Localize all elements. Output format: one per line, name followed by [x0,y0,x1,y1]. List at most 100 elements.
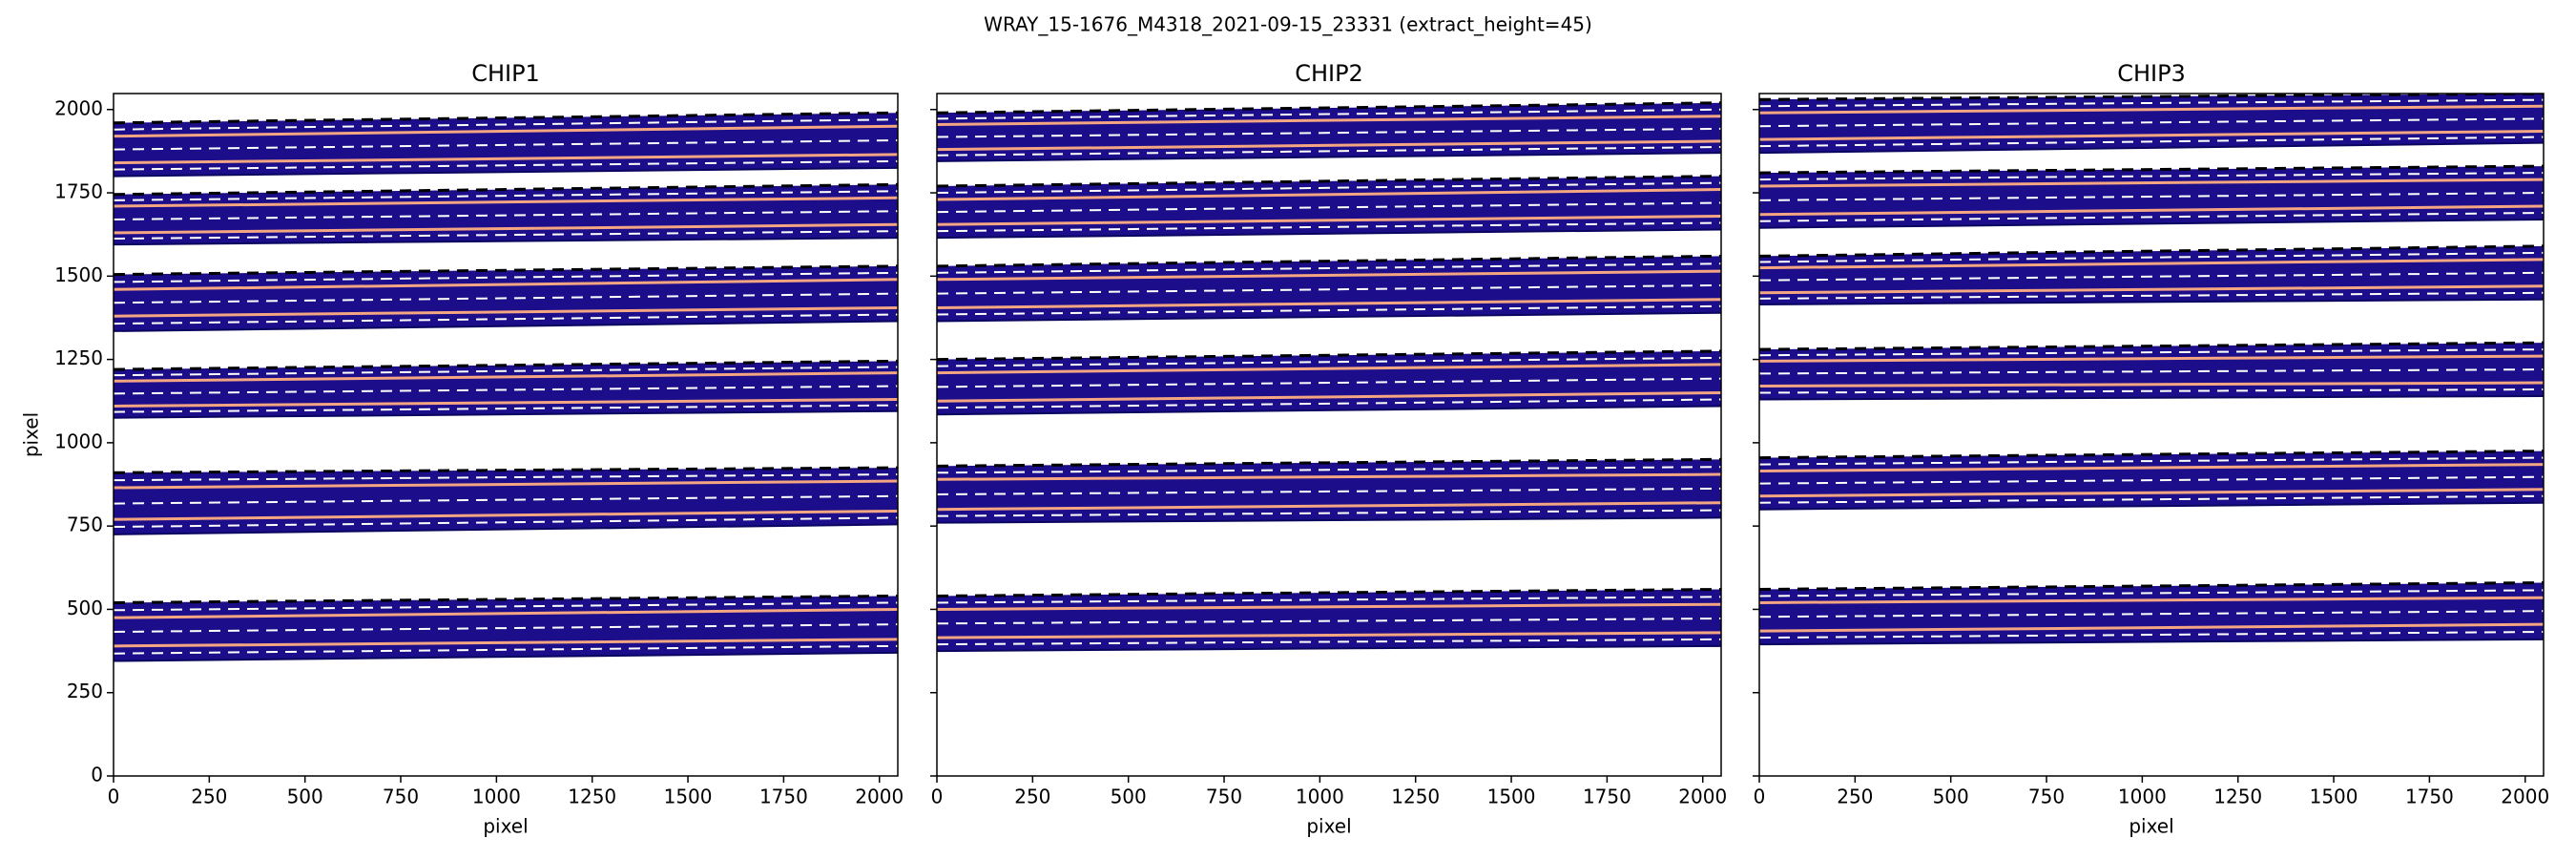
extract-boundary [114,139,898,151]
extract-boundary [1759,291,2544,300]
trace [114,479,898,490]
extract-boundary [1759,610,2544,618]
order-upper-edge [114,359,898,371]
extract-boundary [1759,271,2544,282]
extract-boundary [1759,494,2544,504]
extract-boundary [1759,192,2544,201]
x-tick-label: 1000 [1296,786,1344,808]
trace [114,371,898,383]
extract-boundary [937,262,1721,274]
trace [1759,596,2544,604]
y-axis-label: pixel [20,412,43,457]
extract-boundary [1759,172,2544,181]
x-tick-label: 1750 [2405,786,2454,808]
trace [937,115,1721,126]
x-tick-label: 750 [383,786,419,808]
x-axis-label: pixel [483,815,528,838]
extract-boundary [114,190,898,201]
trace [937,363,1721,375]
trace [1759,104,2544,115]
extract-boundary [114,623,898,634]
order-upper-edge [114,594,898,604]
extract-boundary [114,210,898,220]
order-lower-edge [1759,395,2544,401]
y-tick-label: 1750 [54,180,103,203]
axes-title: CHIP2 [1295,60,1363,87]
extract-boundary [1759,456,2544,466]
extract-boundary [114,230,898,241]
extract-boundary [937,356,1721,367]
y-tick-label: 250 [67,680,103,702]
trace [1759,381,2544,388]
trace [114,153,898,165]
extract-boundary [937,509,1721,517]
x-tick-label: 1500 [664,786,713,808]
trace [937,214,1721,226]
x-tick-label: 0 [108,786,120,808]
y-tick-label: 750 [67,513,103,536]
order-upper-edge [1759,94,2544,101]
trace [1759,284,2544,295]
order-lower-edge [937,152,1721,162]
y-tick-label: 1250 [54,346,103,369]
trace [937,391,1721,403]
extract-boundary [114,473,898,482]
x-tick-label: 1500 [1487,786,1536,808]
extract-boundary [114,366,898,377]
order-lower-edge [1759,298,2544,305]
extract-boundary [1759,136,2544,148]
x-tick-label: 2000 [1678,786,1727,808]
order-lower-edge [114,237,898,246]
extract-boundary [1759,98,2544,108]
axes-title: CHIP3 [2117,60,2186,87]
trace [937,139,1721,152]
extract-boundary [1759,368,2544,375]
extract-boundary [937,618,1721,625]
trace [937,298,1721,309]
extract-boundary [1759,631,2544,639]
x-tick-label: 2000 [2501,786,2549,808]
y-tick-label: 1000 [54,430,103,452]
trace [114,397,898,408]
trace [937,269,1721,282]
extract-boundary [937,283,1721,295]
trace [1759,463,2544,473]
trace [1759,178,2544,188]
axes-title: CHIP1 [471,60,540,87]
order-lower-edge [937,311,1721,323]
extract-boundary [937,596,1721,604]
x-tick-label: 250 [1014,786,1050,808]
extract-boundary [114,292,898,304]
extract-boundary [937,304,1721,316]
extract-boundary [1759,388,2544,394]
extract-boundary [114,385,898,395]
trace [114,222,898,235]
extract-boundary [937,466,1721,474]
order-upper-edge [937,101,1721,115]
x-tick-label: 250 [1837,786,1873,808]
extract-boundary [114,313,898,325]
order-lower-edge [937,228,1721,240]
order-upper-edge [1759,244,2544,258]
x-axis-label: pixel [1306,815,1351,838]
extract-boundary [937,108,1721,120]
x-tick-label: 1750 [1583,786,1631,808]
plot-area [937,101,1721,653]
y-tick-label: 0 [91,764,103,786]
extract-boundary [114,271,898,283]
x-tick-label: 750 [2028,786,2065,808]
extract-boundary [114,601,898,612]
x-axis-label: pixel [2129,815,2173,838]
trace [1759,354,2544,363]
order-upper-edge [114,264,898,277]
order-upper-edge [1759,164,2544,175]
plot-area [1759,94,2544,646]
x-tick-label: 2000 [855,786,904,808]
extract-boundary [114,159,898,171]
extract-boundary [114,516,898,529]
order-upper-edge [1759,450,2544,460]
trace [1759,622,2544,633]
x-tick-label: 0 [931,786,944,808]
